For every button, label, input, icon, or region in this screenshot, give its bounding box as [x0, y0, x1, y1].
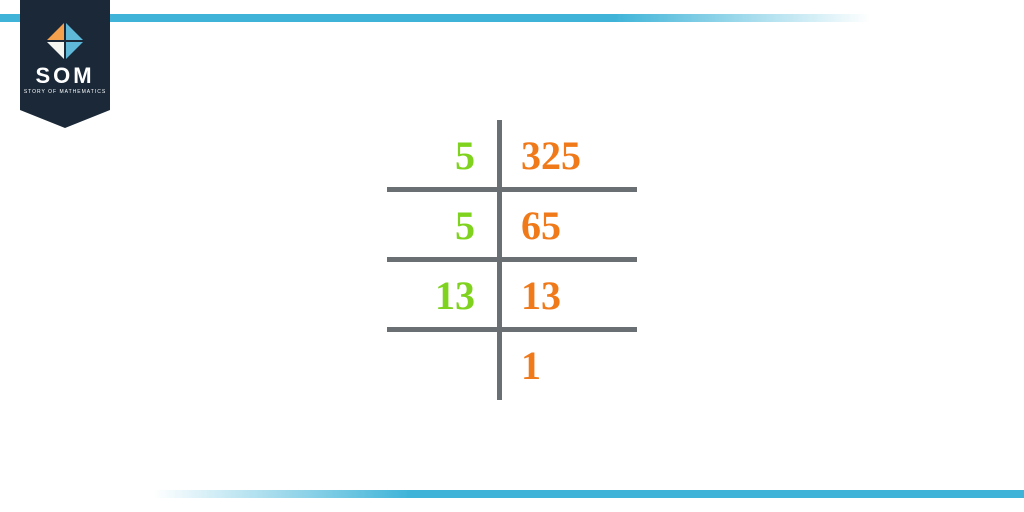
vertical-rule: [497, 190, 502, 260]
vertical-rule: [497, 260, 502, 330]
top-accent-bar: [0, 14, 1024, 22]
divisor-cell: 5: [387, 202, 497, 249]
brand-badge: SOM STORY OF MATHEMATICS: [20, 0, 110, 110]
brand-tagline: STORY OF MATHEMATICS: [24, 89, 106, 95]
ladder-row: 5 325: [387, 120, 637, 190]
quotient-cell: 1: [497, 342, 637, 389]
ladder-row: 5 65: [387, 190, 637, 260]
brand-logo-icon: [47, 23, 83, 59]
quotient-cell: 65: [497, 202, 637, 249]
brand-name: SOM: [35, 65, 94, 87]
divisor-cell: 13: [387, 272, 497, 319]
quotient-cell: 13: [497, 272, 637, 319]
division-ladder: 5 325 5 65 13 13 1: [387, 120, 637, 400]
bottom-accent-bar: [0, 490, 1024, 498]
vertical-rule: [497, 120, 502, 190]
divisor-cell: 5: [387, 132, 497, 179]
quotient-cell: 325: [497, 132, 637, 179]
vertical-rule: [497, 330, 502, 400]
ladder-row: 1: [387, 330, 637, 400]
ladder-row: 13 13: [387, 260, 637, 330]
